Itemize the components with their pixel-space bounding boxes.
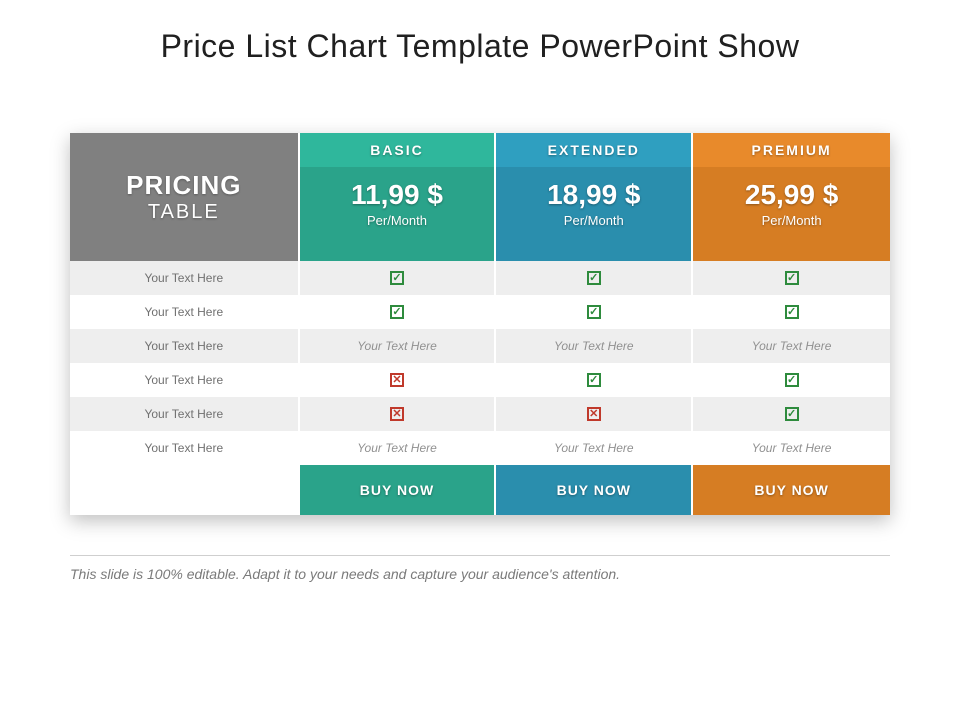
plan-price-cell-basic: 11,99 $ Per/Month — [300, 167, 495, 261]
feature-row: Your Text HereYour Text HereYour Text He… — [70, 431, 890, 465]
feature-row: Your Text Here ✓ ✓ ✓ — [70, 295, 890, 329]
feature-row: Your Text Here ✓ ✓ ✓ — [70, 261, 890, 295]
feature-cell: Your Text Here — [496, 431, 693, 465]
feature-row: Your Text Here ✕ ✓ ✓ — [70, 363, 890, 397]
header-row: PRICING TABLE BASIC11,99 $Per/MonthEXTEN… — [70, 133, 890, 261]
cross-icon: ✕ — [587, 407, 601, 421]
plan-price-cell-extended: 18,99 $ Per/Month — [496, 167, 691, 261]
pricing-label-line1: PRICING — [126, 170, 241, 201]
plan-head-extended: EXTENDED 18,99 $ Per/Month — [496, 133, 693, 261]
check-icon: ✓ — [785, 271, 799, 285]
feature-cell: ✕ — [300, 397, 497, 431]
buy-row-spacer — [70, 465, 300, 515]
buy-button-basic[interactable]: BUY NOW — [300, 465, 497, 515]
buy-button-extended[interactable]: BUY NOW — [496, 465, 693, 515]
feature-cell: ✓ — [496, 295, 693, 329]
feature-cell: ✓ — [693, 295, 890, 329]
plan-period-extended: Per/Month — [496, 213, 691, 228]
page-title: Price List Chart Template PowerPoint Sho… — [0, 0, 960, 73]
feature-cell: ✕ — [496, 397, 693, 431]
check-icon: ✓ — [390, 271, 404, 285]
plan-name-basic: BASIC — [300, 133, 495, 167]
feature-cell: ✓ — [496, 261, 693, 295]
buy-button-premium[interactable]: BUY NOW — [693, 465, 890, 515]
feature-cell: Your Text Here — [300, 329, 497, 363]
check-icon: ✓ — [785, 407, 799, 421]
feature-cell: ✓ — [300, 295, 497, 329]
feature-label: Your Text Here — [70, 329, 300, 363]
plan-price-basic: 11,99 $ — [300, 179, 495, 211]
feature-cell: Your Text Here — [693, 329, 890, 363]
feature-row: Your Text Here ✕ ✕ ✓ — [70, 397, 890, 431]
feature-cell: Your Text Here — [496, 329, 693, 363]
pricing-table: PRICING TABLE BASIC11,99 $Per/MonthEXTEN… — [70, 133, 890, 515]
feature-cell: ✓ — [693, 261, 890, 295]
feature-cell: ✓ — [693, 363, 890, 397]
feature-cell: Your Text Here — [300, 431, 497, 465]
footnote: This slide is 100% editable. Adapt it to… — [70, 555, 890, 582]
feature-label: Your Text Here — [70, 363, 300, 397]
feature-label: Your Text Here — [70, 431, 300, 465]
feature-cell: Your Text Here — [693, 431, 890, 465]
plan-period-premium: Per/Month — [693, 213, 890, 228]
feature-row: Your Text HereYour Text HereYour Text He… — [70, 329, 890, 363]
plan-head-basic: BASIC 11,99 $ Per/Month — [300, 133, 497, 261]
plan-price-premium: 25,99 $ — [693, 179, 890, 211]
check-icon: ✓ — [587, 305, 601, 319]
plan-price-extended: 18,99 $ — [496, 179, 691, 211]
feature-label: Your Text Here — [70, 261, 300, 295]
plan-head-premium: PREMIUM 25,99 $ Per/Month — [693, 133, 890, 261]
cross-icon: ✕ — [390, 373, 404, 387]
check-icon: ✓ — [785, 373, 799, 387]
feature-label: Your Text Here — [70, 295, 300, 329]
plan-price-cell-premium: 25,99 $ Per/Month — [693, 167, 890, 261]
plan-name-premium: PREMIUM — [693, 133, 890, 167]
feature-label: Your Text Here — [70, 397, 300, 431]
pricing-label-cell: PRICING TABLE — [70, 133, 300, 261]
check-icon: ✓ — [785, 305, 799, 319]
feature-cell: ✓ — [693, 397, 890, 431]
check-icon: ✓ — [390, 305, 404, 319]
feature-cell: ✓ — [496, 363, 693, 397]
cross-icon: ✕ — [390, 407, 404, 421]
plan-period-basic: Per/Month — [300, 213, 495, 228]
feature-cell: ✕ — [300, 363, 497, 397]
check-icon: ✓ — [587, 271, 601, 285]
check-icon: ✓ — [587, 373, 601, 387]
buy-row: BUY NOWBUY NOWBUY NOW — [70, 465, 890, 515]
plan-name-extended: EXTENDED — [496, 133, 691, 167]
feature-cell: ✓ — [300, 261, 497, 295]
pricing-label-line2: TABLE — [148, 201, 220, 224]
